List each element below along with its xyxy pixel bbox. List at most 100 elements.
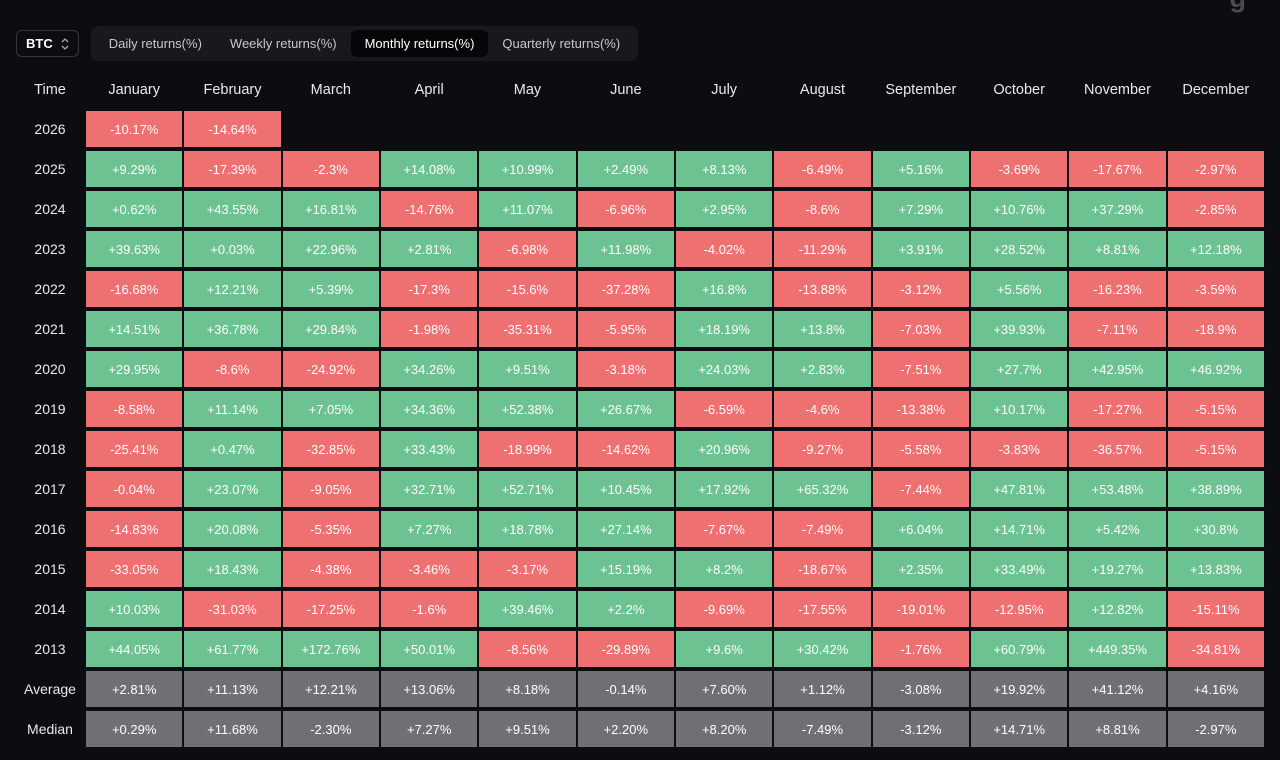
return-cell: -7.11% (1069, 311, 1166, 347)
time-column-header: Time (34, 82, 66, 98)
return-cell: +0.29% (86, 711, 183, 747)
return-cell: -32.85% (282, 431, 379, 467)
return-cell: +41.12% (1069, 671, 1166, 707)
return-cell: -7.44% (872, 471, 969, 507)
row-label-2013: 2013 (34, 641, 66, 657)
return-cell: -8.6% (184, 351, 281, 387)
return-cell: -9.69% (676, 591, 773, 627)
return-cell: +15.19% (577, 551, 674, 587)
return-cell (479, 111, 575, 147)
return-cell: -9.05% (282, 471, 379, 507)
return-cell: +8.2% (676, 551, 773, 587)
return-cell: +9.51% (479, 711, 576, 747)
month-header-june: June (610, 82, 642, 98)
row-label-2023: 2023 (34, 241, 66, 257)
return-cell: -6.49% (774, 151, 871, 187)
return-cell: +2.95% (676, 191, 773, 227)
return-cell: +13.06% (381, 671, 478, 707)
return-cell: +18.19% (676, 311, 773, 347)
return-cell: -7.67% (676, 511, 773, 547)
return-cell: -31.03% (184, 591, 281, 627)
return-cell: +34.26% (381, 351, 478, 387)
return-cell: +26.67% (577, 391, 674, 427)
return-cell: -7.49% (774, 511, 871, 547)
return-cell: -3.59% (1167, 271, 1264, 307)
return-cell: +8.81% (1069, 711, 1166, 747)
return-cell: +61.77% (184, 631, 281, 667)
return-cell: +60.79% (971, 631, 1068, 667)
return-cell: +10.17% (971, 391, 1068, 427)
return-cell: +16.8% (676, 271, 773, 307)
return-cell: +46.92% (1167, 351, 1264, 387)
return-cell: +39.93% (971, 311, 1068, 347)
return-cell: -24.92% (282, 351, 379, 387)
return-cell: +5.42% (1069, 511, 1166, 547)
return-cell: -2.97% (1167, 151, 1264, 187)
return-cell: -4.38% (282, 551, 379, 587)
return-cell: +2.81% (381, 231, 478, 267)
return-cell: -12.95% (971, 591, 1068, 627)
return-cell: +14.51% (86, 311, 183, 347)
return-cell: +22.96% (282, 231, 379, 267)
tab-quarterly-returns[interactable]: Quarterly returns(%) (502, 36, 621, 51)
return-cell: +2.49% (577, 151, 674, 187)
return-cell: +1.12% (774, 671, 871, 707)
return-cell: -17.67% (1069, 151, 1166, 187)
return-cell: +11.07% (479, 191, 576, 227)
return-cell: +12.21% (184, 271, 281, 307)
return-cell (1168, 111, 1264, 147)
return-cell: -5.15% (1167, 391, 1264, 427)
return-cell: +39.46% (479, 591, 576, 627)
return-cell: +44.05% (86, 631, 183, 667)
return-cell: +0.47% (184, 431, 281, 467)
row-label-2014: 2014 (34, 601, 66, 617)
return-cell: -7.51% (872, 351, 969, 387)
return-cell: +24.03% (676, 351, 773, 387)
tab-weekly-returns[interactable]: Weekly returns(%) (229, 36, 337, 51)
return-cell: -0.04% (86, 471, 183, 507)
return-cell: -9.27% (774, 431, 871, 467)
month-header-december: December (1182, 82, 1250, 98)
return-cell: +65.32% (774, 471, 871, 507)
return-cell: -17.27% (1069, 391, 1166, 427)
return-cell: -25.41% (86, 431, 183, 467)
return-cell: +2.2% (577, 591, 674, 627)
return-cell: +12.82% (1069, 591, 1166, 627)
return-cell: -14.83% (86, 511, 183, 547)
return-cell: +11.14% (184, 391, 281, 427)
coin-selector[interactable]: BTC (16, 30, 79, 57)
return-cell: +7.60% (676, 671, 773, 707)
row-label-2021: 2021 (34, 321, 66, 337)
return-cell (1069, 111, 1165, 147)
row-label-2022: 2022 (34, 281, 66, 297)
return-cell: +43.55% (184, 191, 281, 227)
return-cell: +20.96% (676, 431, 773, 467)
return-cell: +12.21% (282, 671, 379, 707)
month-header-july: July (711, 82, 738, 98)
return-cell: +10.76% (971, 191, 1068, 227)
return-cell: +19.27% (1069, 551, 1166, 587)
tab-daily-returns[interactable]: Daily returns(%) (108, 36, 202, 51)
return-cell: +5.56% (971, 271, 1068, 307)
return-cell (578, 111, 674, 147)
return-cell: +4.16% (1167, 671, 1264, 707)
return-cell: +7.27% (381, 511, 478, 547)
return-cell: -8.6% (774, 191, 871, 227)
month-header-october: October (993, 82, 1045, 98)
return-cell: +3.91% (872, 231, 969, 267)
return-cell: -17.39% (184, 151, 281, 187)
controls-bar: BTC Daily returns(%) Weekly returns(%) Mon… (16, 26, 1264, 61)
return-cell: +172.76% (282, 631, 379, 667)
return-cell: +37.29% (1069, 191, 1166, 227)
return-cell: +5.39% (282, 271, 379, 307)
return-cell: +13.8% (774, 311, 871, 347)
tab-monthly-returns[interactable]: Monthly returns(%) (350, 30, 489, 57)
return-cell: +27.14% (577, 511, 674, 547)
return-cell: +2.35% (872, 551, 969, 587)
return-cell: -3.17% (479, 551, 576, 587)
return-cell: -3.12% (872, 711, 969, 747)
return-cell: +11.68% (184, 711, 281, 747)
return-cell: +8.20% (676, 711, 773, 747)
return-cell: +29.95% (86, 351, 183, 387)
return-cell: +50.01% (381, 631, 478, 667)
